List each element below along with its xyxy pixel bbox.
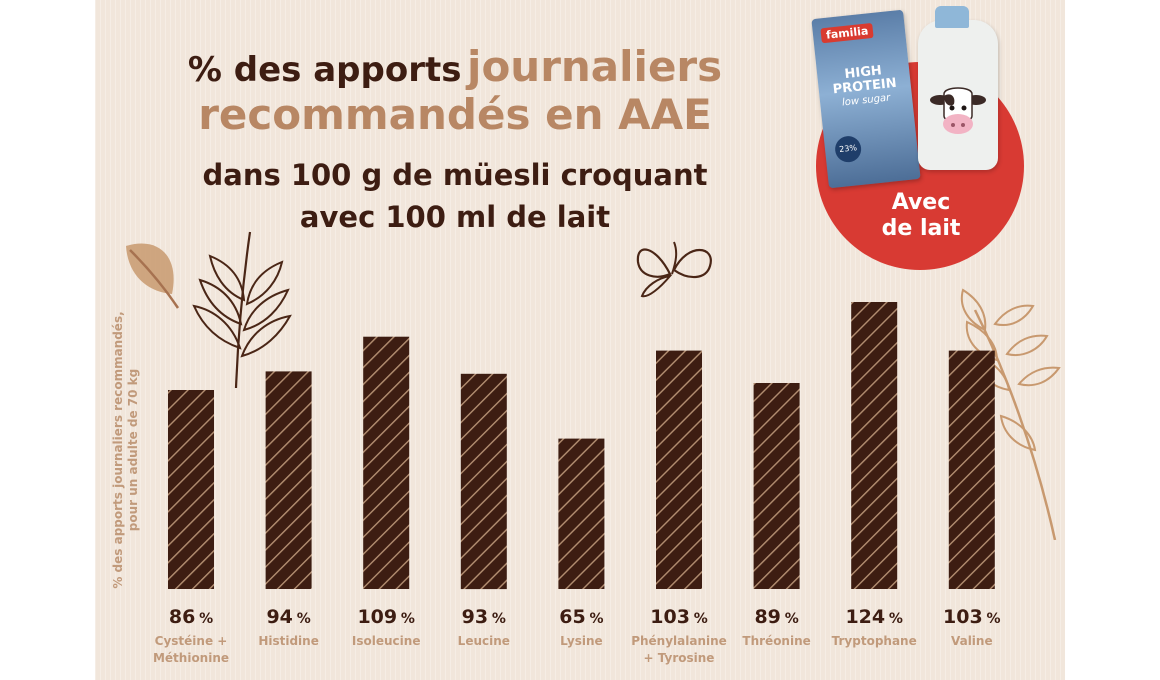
category-label-7: Thréonine: [717, 633, 837, 650]
bar-2: [265, 371, 312, 589]
value-unit: %: [784, 611, 799, 627]
category-label-line: Méthionine: [152, 651, 230, 665]
value-label-1: 86 %: [136, 606, 246, 628]
category-label-4: Leucine: [424, 633, 544, 650]
title-segment-light: journaliers: [467, 42, 723, 91]
value-number: 86: [168, 606, 200, 628]
value-unit: %: [888, 611, 903, 627]
value-label-5: 65 %: [526, 606, 636, 628]
category-label-line: Tryptophane: [831, 634, 917, 648]
category-label-2: Histidine: [229, 633, 349, 650]
category-label-line: Leucine: [457, 634, 510, 648]
title-segment-dark: % des apports: [187, 50, 462, 90]
bar-7: [753, 383, 800, 589]
category-label-line: Valine: [950, 634, 993, 648]
category-label-line: Phénylalanine: [631, 634, 727, 648]
bar-1: [168, 390, 214, 589]
category-label-3: Isoleucine: [326, 633, 446, 650]
category-label-8: Tryptophane: [814, 633, 934, 650]
category-label-line: Isoleucine: [351, 634, 421, 648]
leaf-icon: [126, 243, 180, 309]
value-unit: %: [491, 611, 506, 627]
category-label-9: Valine: [912, 633, 1032, 650]
value-label-6: 103 %: [624, 606, 734, 628]
category-label-line: Thréonine: [742, 634, 811, 648]
value-label-9: 103 %: [917, 606, 1027, 628]
category-label-line: Cystéine +: [154, 634, 228, 648]
category-label-1: Cystéine + Méthionine: [131, 633, 251, 667]
bar-series: [168, 302, 995, 590]
value-label-2: 94 %: [234, 606, 344, 628]
chart-title-line-2: recommandés en AAE: [198, 90, 712, 139]
chart-subtitle-line-2: avec 100 ml de lait: [299, 200, 611, 234]
milk-badge-text: Avec de lait: [866, 190, 976, 242]
category-label-5: Lysine: [521, 633, 641, 650]
value-label-3: 109 %: [331, 606, 441, 628]
bar-8: [851, 302, 898, 589]
wheat-branch-icon: [192, 231, 292, 389]
bar-4: [460, 373, 507, 590]
value-number: 124: [845, 606, 889, 628]
chart-title-line-1: % des apports journaliers: [95, 42, 815, 91]
value-label-4: 93 %: [429, 606, 539, 628]
value-unit: %: [400, 611, 415, 627]
value-number: 65: [559, 606, 590, 628]
value-number: 94: [266, 606, 297, 628]
badge-line-2: de lait: [881, 216, 961, 241]
category-label-6: Phénylalanine + Tyrosine: [619, 633, 739, 667]
category-label-line: Histidine: [258, 634, 319, 648]
value-number: 109: [357, 606, 401, 628]
bottle-cap: [935, 6, 969, 28]
value-unit: %: [986, 611, 1001, 627]
category-label-line: Lysine: [560, 634, 603, 648]
category-label-line: + Tyrosine: [643, 651, 715, 665]
bar-5: [558, 438, 605, 589]
value-unit: %: [693, 611, 708, 627]
value-number: 89: [754, 606, 785, 628]
value-unit: %: [199, 611, 214, 627]
bar-9: [948, 350, 995, 589]
value-number: 93: [461, 606, 492, 628]
bar-6: [656, 350, 702, 589]
value-number: 103: [943, 606, 987, 628]
cow-face-icon: [930, 87, 986, 134]
value-unit: %: [589, 611, 604, 627]
badge-line-1: Avec: [891, 190, 951, 215]
butterfly-icon: [636, 241, 712, 298]
value-label-7: 89 %: [722, 606, 832, 628]
chart-subtitle-line-1: dans 100 g de müesli croquant: [202, 158, 708, 192]
value-unit: %: [296, 611, 311, 627]
value-number: 103: [650, 606, 694, 628]
bar-3: [363, 336, 410, 589]
value-label-8: 124 %: [819, 606, 929, 628]
